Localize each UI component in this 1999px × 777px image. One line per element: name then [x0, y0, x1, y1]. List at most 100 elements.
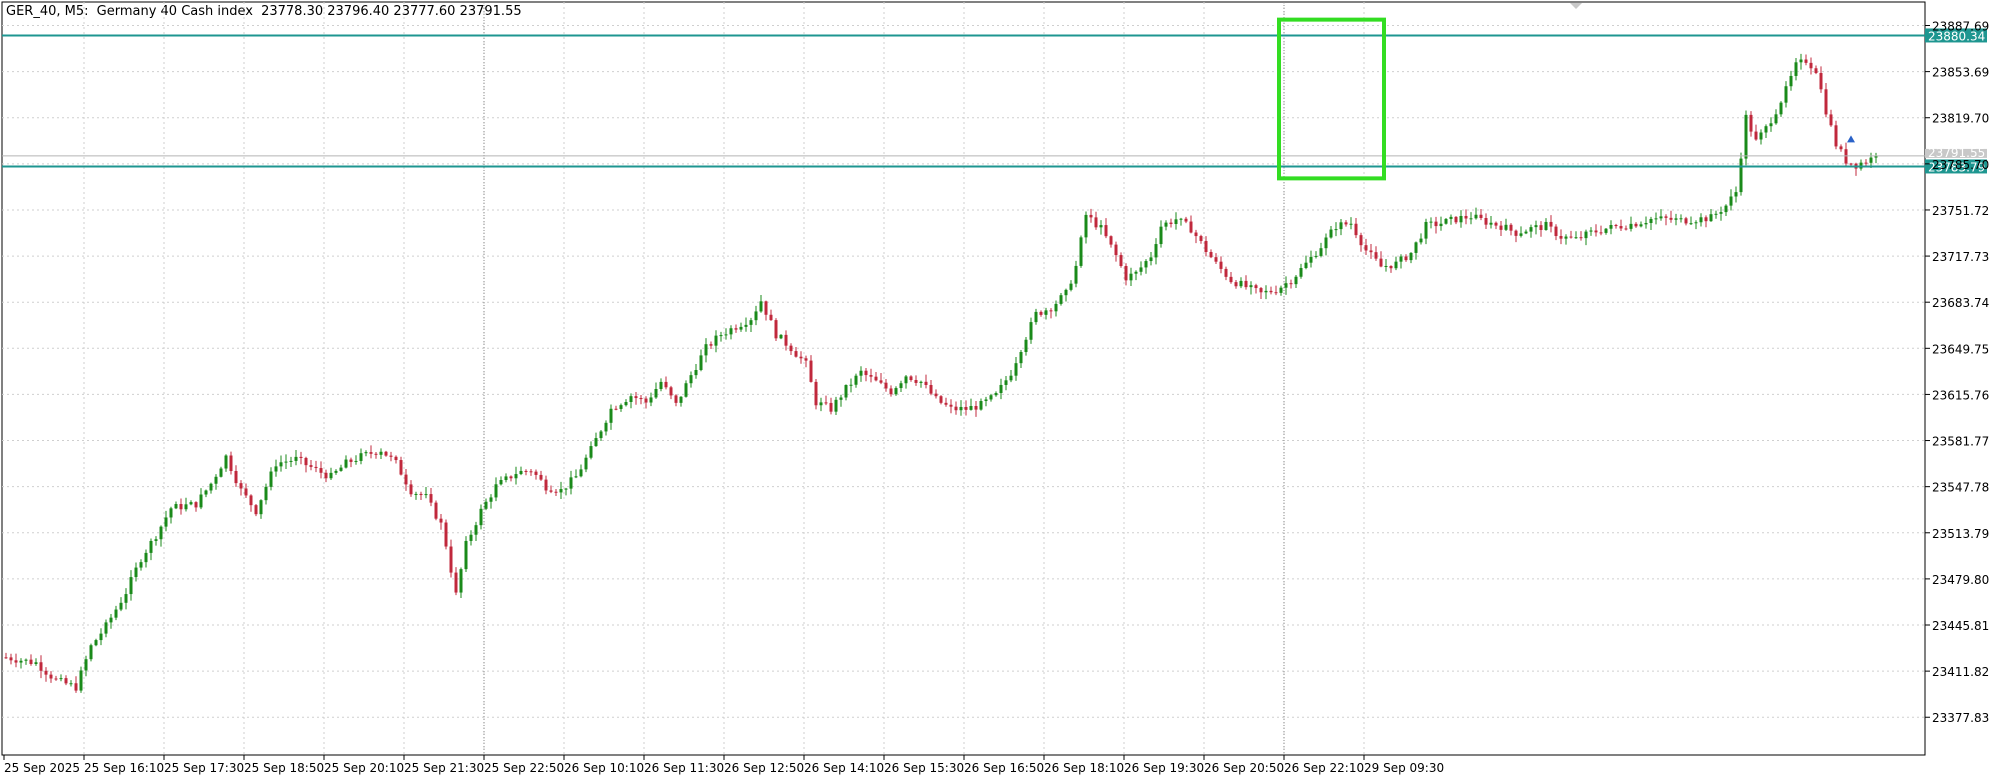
candle-bear — [194, 502, 198, 508]
candle-bull — [979, 401, 983, 410]
x-tick-label: 26 Sep 16:50 — [964, 761, 1044, 775]
candle-bear — [1494, 222, 1498, 226]
candle-bull — [424, 494, 428, 496]
candle-bear — [1594, 230, 1598, 233]
candle-bull — [1744, 114, 1748, 159]
candle-bear — [1819, 73, 1823, 90]
candle-bear — [244, 488, 248, 496]
y-tick-label: 23887.69 — [1932, 19, 1989, 33]
candle-bull — [1449, 216, 1453, 219]
x-tick-label: 26 Sep 15:30 — [884, 761, 964, 775]
candle-bull — [269, 471, 273, 487]
candle-bear — [734, 328, 738, 330]
candle-bull — [1719, 212, 1723, 214]
candle-bull — [364, 452, 368, 454]
candle-bull — [1459, 215, 1463, 223]
candle-bull — [169, 508, 173, 518]
candle-bear — [304, 457, 308, 466]
price-axis[interactable]: 23887.69 23853.69 23819.70 23785.70 23751.72… — [1925, 19, 1989, 725]
candle-bull — [779, 334, 783, 339]
candle-bull — [1264, 290, 1268, 293]
candle-bear — [1684, 218, 1688, 224]
candle-bear — [949, 404, 953, 407]
level-label: 23880.34 — [1928, 29, 1985, 43]
candle-bull — [574, 476, 578, 478]
candle-bear — [1259, 288, 1263, 293]
candle-bull — [649, 397, 653, 403]
candle-bull — [749, 320, 753, 325]
candle-bull — [214, 476, 218, 484]
candle-bull — [584, 457, 588, 470]
candle-bear — [789, 345, 793, 352]
candle-bull — [899, 383, 903, 389]
candle-bull — [1064, 289, 1068, 296]
candle-bear — [534, 471, 538, 475]
x-tick-label: 25 Sep 21:30 — [404, 761, 484, 775]
candle-bear — [74, 683, 78, 691]
candle-bear — [634, 396, 638, 399]
candle-bull — [294, 456, 298, 461]
trade-arrow-icon — [1847, 135, 1855, 143]
candle-bull — [559, 489, 563, 493]
y-tick-label: 23377.83 — [1932, 711, 1989, 725]
candle-bear — [539, 474, 543, 480]
candle-bear — [639, 398, 643, 400]
candle-bull — [279, 462, 283, 467]
candle-bull — [894, 388, 898, 395]
candle-bear — [1204, 240, 1208, 252]
candle-bull — [1734, 192, 1738, 197]
candle-bull — [1284, 283, 1288, 288]
candle-bull — [514, 474, 518, 479]
candle-bear — [1634, 223, 1638, 227]
candle-bull — [1314, 255, 1318, 257]
candle-bear — [1104, 225, 1108, 237]
candle-bear — [234, 471, 238, 484]
candle-bull — [719, 335, 723, 337]
time-axis[interactable]: 25 Sep 2025 25 Sep 16:10 25 Sep 17:30 25 Se… — [3, 755, 1444, 775]
candle-bear — [299, 456, 303, 458]
candle-bear — [764, 301, 768, 315]
candle-bear — [254, 505, 258, 515]
candle-bear — [49, 674, 53, 679]
candle-bear — [14, 660, 18, 663]
x-tick-label: 26 Sep 19:30 — [1124, 761, 1204, 775]
candle-bull — [699, 355, 703, 370]
candle-bear — [429, 494, 433, 503]
candle-bear — [1354, 223, 1358, 236]
candle-bear — [829, 402, 833, 412]
horizontal-levels[interactable]: 23880.34 23783.79 — [2, 28, 1987, 174]
y-tick-label: 23581.77 — [1932, 435, 1989, 449]
candle-bull — [154, 539, 158, 541]
candle-bear — [1119, 255, 1123, 267]
candle-bear — [44, 670, 48, 675]
candle-bear — [4, 657, 8, 659]
candle-bear — [1509, 224, 1513, 231]
candle-bear — [1814, 68, 1818, 74]
candle-bull — [264, 486, 268, 501]
candle-bull — [224, 455, 228, 469]
candle-bull — [1164, 222, 1168, 227]
candle-bull — [1324, 237, 1328, 249]
candle-bull — [1279, 287, 1283, 293]
candle-bear — [1464, 215, 1468, 219]
candle-bear — [319, 468, 323, 473]
candle-bull — [1869, 157, 1873, 163]
y-tick-label: 23819.70 — [1932, 112, 1989, 126]
candle-bull — [204, 490, 208, 495]
candle-bull — [839, 397, 843, 400]
candle-bull — [704, 344, 708, 356]
x-tick-label: 25 Sep 20:10 — [324, 761, 404, 775]
candle-bear — [9, 657, 13, 661]
candle-bull — [1384, 265, 1388, 267]
candle-bear — [1379, 258, 1383, 267]
candle-bear — [1829, 114, 1833, 126]
candle-bear — [1189, 221, 1193, 233]
candle-bull — [1679, 218, 1683, 220]
candle-bull — [484, 501, 488, 509]
y-tick-label: 23411.82 — [1932, 665, 1989, 679]
candle-bull — [1139, 267, 1143, 272]
candle-bear — [814, 381, 818, 406]
candle-bear — [879, 380, 883, 383]
candle-bear — [864, 370, 868, 376]
